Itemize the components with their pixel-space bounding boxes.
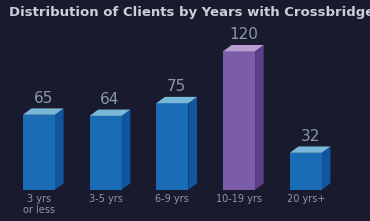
- Polygon shape: [90, 110, 130, 116]
- Polygon shape: [223, 51, 255, 190]
- Text: Distribution of Clients by Years with Crossbridge: Distribution of Clients by Years with Cr…: [9, 6, 370, 19]
- Polygon shape: [322, 147, 330, 190]
- Polygon shape: [90, 116, 122, 190]
- Text: 32: 32: [300, 129, 320, 144]
- Polygon shape: [156, 97, 197, 103]
- Text: 120: 120: [229, 27, 258, 42]
- Polygon shape: [255, 45, 264, 190]
- Polygon shape: [290, 147, 330, 153]
- Polygon shape: [156, 103, 188, 190]
- Polygon shape: [223, 45, 264, 51]
- Text: 65: 65: [34, 91, 53, 106]
- Polygon shape: [290, 153, 322, 190]
- Polygon shape: [55, 108, 64, 190]
- Text: 75: 75: [167, 79, 186, 94]
- Polygon shape: [188, 97, 197, 190]
- Polygon shape: [122, 110, 130, 190]
- Polygon shape: [23, 108, 64, 115]
- Polygon shape: [23, 115, 55, 190]
- Text: 64: 64: [100, 92, 120, 107]
